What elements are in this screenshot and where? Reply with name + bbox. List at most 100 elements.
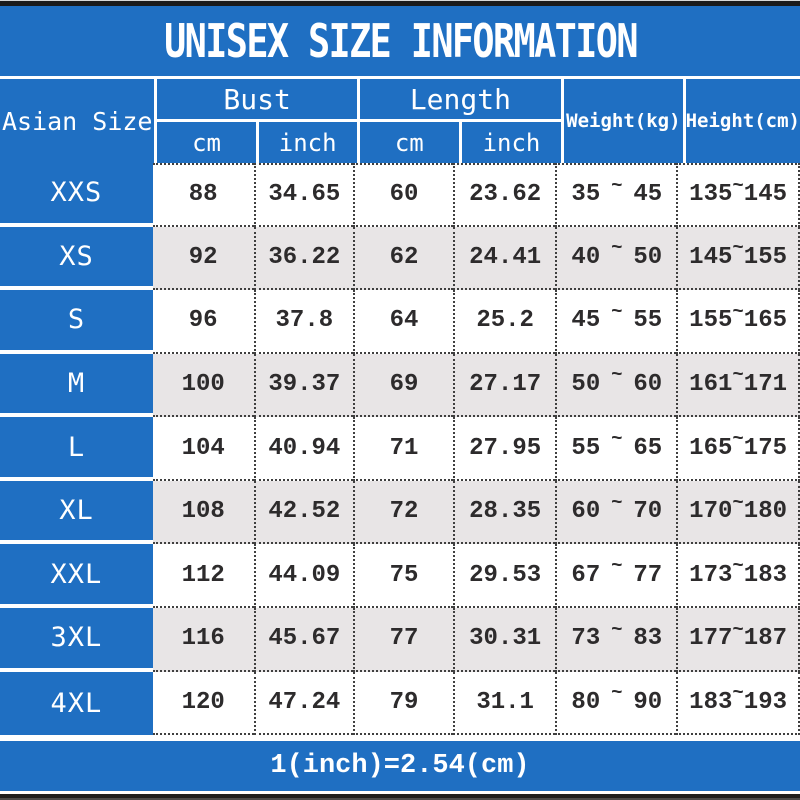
tilde-separator: ~ [732,428,744,451]
size-label-cell: M [0,353,153,418]
bust-inch-cell: 34.65 [253,163,354,227]
table-row: 3XL 116 45.67 77 30.31 73 ~83 177 ~187 [0,607,800,672]
size-label-cell: L [0,417,153,481]
tilde-separator: ~ [611,300,623,323]
subheader-length-cm: cm [359,122,459,163]
weight-min: 73 [571,625,601,653]
subheader-bust-inch: inch [258,122,357,163]
weight-max: 65 [633,434,663,462]
height-range-cell: 173 ~183 [676,544,800,608]
bust-cm-cell: 96 [152,290,254,354]
weight-min: 67 [571,561,601,589]
bottom-border-bar [0,794,800,800]
weight-max: 70 [633,498,663,526]
length-inch-cell: 30.31 [452,607,556,672]
weight-range-cell: 60 ~70 [555,480,677,545]
height-max: 175 [743,434,788,462]
height-min: 145 [689,243,733,271]
tilde-separator: ~ [732,174,744,197]
weight-max: 50 [633,243,663,271]
height-range-cell: 161 ~171 [676,353,800,418]
height-max: 171 [743,370,788,398]
bust-cm-cell: 92 [152,226,254,291]
height-min: 161 [689,370,733,398]
height-range-cell: 183 ~193 [676,671,800,736]
divider [0,735,800,741]
weight-min: 60 [571,498,601,526]
title-bar: UNISEX SIZE INFORMATION [0,6,800,76]
size-label-cell: XXL [0,544,153,608]
table-row: 4XL 120 47.24 79 31.1 80 ~90 183 ~193 [0,671,800,736]
height-max: 165 [743,307,788,335]
height-range-cell: 135 ~145 [676,163,800,227]
height-min: 155 [689,307,733,335]
tilde-separator: ~ [732,618,744,641]
length-cm-cell: 75 [353,544,453,608]
weight-max: 83 [633,625,663,653]
column-header-weight: Weight(kg) [564,79,683,163]
length-cm-cell: 72 [353,480,453,545]
length-inch-cell: 28.35 [452,480,556,545]
table-row: XL 108 42.52 72 28.35 60 ~70 170 ~180 [0,480,800,545]
weight-min: 45 [571,307,601,335]
tilde-separator: ~ [611,491,623,514]
footer-bar: 1(inch)=2.54(cm) [0,741,800,791]
subheader-length-inch: inch [461,122,562,163]
height-max: 180 [743,498,788,526]
weight-range-cell: 40 ~50 [555,226,677,291]
size-table-body: XXS 88 34.65 60 23.62 35 ~45 135 ~145 XS 9… [0,163,800,736]
length-inch-cell: 24.41 [452,226,556,291]
length-cm-cell: 64 [353,290,453,354]
weight-range-cell: 50 ~60 [555,353,677,418]
size-label-cell: XL [0,480,153,545]
height-min: 170 [689,498,733,526]
weight-range-cell: 73 ~83 [555,607,677,672]
column-header-asian-size: Asian Size [0,79,155,163]
tilde-separator: ~ [732,300,744,323]
conversion-note: 1(inch)=2.54(cm) [270,751,530,781]
weight-max: 55 [633,307,663,335]
tilde-separator: ~ [611,174,623,197]
length-cm-cell: 62 [353,226,453,291]
bust-inch-cell: 39.37 [253,353,354,418]
tilde-separator: ~ [732,491,744,514]
bust-inch-cell: 42.52 [253,480,354,545]
tilde-separator: ~ [611,682,623,705]
bust-cm-cell: 88 [152,163,254,227]
height-min: 183 [689,688,733,716]
tilde-separator: ~ [732,682,744,705]
tilde-separator: ~ [611,364,623,387]
height-max: 145 [743,181,788,209]
weight-range-cell: 55 ~65 [555,417,677,481]
weight-range-cell: 35 ~45 [555,163,677,227]
height-range-cell: 170 ~180 [676,480,800,545]
size-label-cell: XXS [0,163,153,227]
table-header: Asian Size Bust cm inch Length cm inch W… [0,79,800,163]
length-inch-cell: 31.1 [452,671,556,736]
bust-cm-cell: 116 [152,607,254,672]
column-header-height: Height(cm) [685,79,800,163]
top-border-bar [0,0,800,6]
size-label-cell: 3XL [0,607,153,672]
tilde-separator: ~ [611,237,623,260]
height-min: 177 [689,625,733,653]
size-label-cell: 4XL [0,671,153,736]
height-min: 173 [689,561,733,589]
height-range-cell: 165 ~175 [676,417,800,481]
weight-max: 60 [633,370,663,398]
column-group-bust: Bust cm inch [157,79,357,163]
height-min: 135 [689,181,733,209]
length-cm-cell: 77 [353,607,453,672]
column-group-length: Length cm inch [359,79,562,163]
length-inch-cell: 25.2 [452,290,556,354]
height-max: 193 [743,688,788,716]
tilde-separator: ~ [732,364,744,387]
bust-cm-cell: 104 [152,417,254,481]
bust-cm-cell: 100 [152,353,254,418]
weight-min: 35 [571,181,601,209]
weight-max: 90 [633,688,663,716]
divider [0,791,800,794]
weight-min: 55 [571,434,601,462]
height-range-cell: 145 ~155 [676,226,800,291]
